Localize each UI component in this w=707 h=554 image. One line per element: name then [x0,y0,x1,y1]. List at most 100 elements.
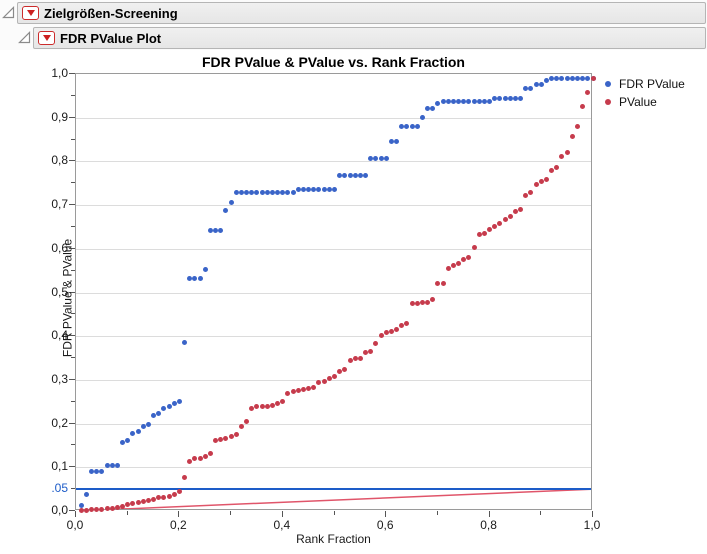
data-point-fdr-pvalue[interactable] [471,99,477,105]
data-point-pvalue[interactable] [528,190,534,196]
data-point-pvalue[interactable] [145,498,151,503]
data-point-pvalue[interactable] [244,418,250,424]
data-point-fdr-pvalue[interactable] [378,155,384,161]
data-point-pvalue[interactable] [337,368,343,374]
data-point-fdr-pvalue[interactable] [487,99,493,105]
data-point-fdr-pvalue[interactable] [78,502,84,508]
data-point-pvalue[interactable] [414,300,420,306]
data-point-pvalue[interactable] [311,385,317,391]
data-point-pvalue[interactable] [394,327,400,333]
data-point-fdr-pvalue[interactable] [518,95,524,101]
data-point-fdr-pvalue[interactable] [244,190,250,196]
data-point-pvalue[interactable] [166,493,172,499]
data-point-fdr-pvalue[interactable] [450,99,456,105]
data-point-fdr-pvalue[interactable] [404,123,410,129]
data-point-fdr-pvalue[interactable] [559,76,565,82]
data-point-pvalue[interactable] [290,389,296,395]
disclosure-triangle-icon[interactable] [18,31,31,44]
data-point-fdr-pvalue[interactable] [399,123,405,129]
data-point-pvalue[interactable] [89,507,94,513]
data-point-pvalue[interactable] [332,373,337,379]
data-point-fdr-pvalue[interactable] [285,190,291,196]
data-point-fdr-pvalue[interactable] [166,403,172,409]
data-point-fdr-pvalue[interactable] [533,81,539,87]
data-point-pvalue[interactable] [316,380,322,386]
data-point-fdr-pvalue[interactable] [114,463,120,469]
data-point-fdr-pvalue[interactable] [254,190,260,196]
data-point-pvalue[interactable] [492,224,498,229]
data-point-fdr-pvalue[interactable] [347,172,353,178]
data-point-fdr-pvalue[interactable] [507,95,513,101]
data-point-fdr-pvalue[interactable] [218,228,224,234]
data-point-pvalue[interactable] [590,76,596,82]
data-point-fdr-pvalue[interactable] [332,186,337,192]
data-point-fdr-pvalue[interactable] [523,86,529,92]
data-point-pvalue[interactable] [254,404,260,410]
data-point-fdr-pvalue[interactable] [182,339,188,345]
data-point-fdr-pvalue[interactable] [99,469,105,475]
data-point-fdr-pvalue[interactable] [83,491,89,497]
data-point-fdr-pvalue[interactable] [233,190,239,196]
data-point-fdr-pvalue[interactable] [440,99,446,105]
data-point-fdr-pvalue[interactable] [512,95,518,101]
data-point-fdr-pvalue[interactable] [151,413,157,419]
data-point-pvalue[interactable] [114,505,120,510]
data-point-fdr-pvalue[interactable] [342,172,348,178]
data-point-fdr-pvalue[interactable] [207,228,213,234]
data-point-fdr-pvalue[interactable] [564,76,570,82]
data-point-pvalue[interactable] [461,256,467,262]
data-point-pvalue[interactable] [502,216,508,222]
data-point-fdr-pvalue[interactable] [425,106,431,112]
data-point-pvalue[interactable] [99,506,105,512]
data-point-pvalue[interactable] [373,341,379,347]
data-point-pvalue[interactable] [487,226,493,232]
data-point-fdr-pvalue[interactable] [373,155,379,161]
data-point-pvalue[interactable] [197,455,203,461]
data-point-pvalue[interactable] [476,232,482,238]
data-point-fdr-pvalue[interactable] [300,186,306,192]
data-point-fdr-pvalue[interactable] [409,123,415,129]
data-point-pvalue[interactable] [378,332,384,338]
data-point-pvalue[interactable] [363,350,369,356]
data-point-pvalue[interactable] [233,431,239,437]
data-point-fdr-pvalue[interactable] [187,276,193,282]
data-point-fdr-pvalue[interactable] [104,463,110,469]
data-point-pvalue[interactable] [440,280,446,286]
data-point-fdr-pvalue[interactable] [445,99,451,105]
data-point-fdr-pvalue[interactable] [202,267,208,273]
data-point-pvalue[interactable] [559,153,565,159]
data-point-fdr-pvalue[interactable] [269,190,275,196]
data-point-fdr-pvalue[interactable] [223,207,229,213]
data-point-pvalue[interactable] [321,378,327,384]
data-point-pvalue[interactable] [125,502,131,508]
data-point-fdr-pvalue[interactable] [306,186,312,192]
data-point-fdr-pvalue[interactable] [357,172,363,178]
data-point-pvalue[interactable] [507,213,513,219]
data-point-fdr-pvalue[interactable] [125,438,131,444]
data-point-fdr-pvalue[interactable] [569,76,575,82]
data-point-fdr-pvalue[interactable] [368,155,374,161]
data-point-fdr-pvalue[interactable] [140,424,146,430]
data-point-fdr-pvalue[interactable] [145,421,151,427]
outline-header-bar[interactable]: Zielgrößen-Screening [17,2,706,24]
data-point-pvalue[interactable] [269,403,275,409]
data-point-fdr-pvalue[interactable] [120,439,126,445]
data-point-pvalue[interactable] [182,474,188,480]
data-point-fdr-pvalue[interactable] [161,406,167,412]
data-point-fdr-pvalue[interactable] [430,106,436,112]
data-point-pvalue[interactable] [300,386,306,392]
data-point-pvalue[interactable] [306,385,312,391]
legend-entry-pvalue[interactable]: PValue [605,95,685,109]
data-point-pvalue[interactable] [419,300,425,306]
data-point-pvalue[interactable] [202,454,208,460]
data-point-fdr-pvalue[interactable] [295,186,301,192]
data-point-fdr-pvalue[interactable] [337,172,343,178]
data-point-fdr-pvalue[interactable] [538,81,544,87]
data-point-fdr-pvalue[interactable] [176,399,182,405]
data-point-pvalue[interactable] [471,245,477,251]
data-point-fdr-pvalue[interactable] [213,228,219,234]
data-point-pvalue[interactable] [352,355,358,361]
data-point-fdr-pvalue[interactable] [321,186,327,192]
data-point-pvalue[interactable] [280,398,286,404]
red-triangle-menu-icon[interactable] [38,31,55,45]
